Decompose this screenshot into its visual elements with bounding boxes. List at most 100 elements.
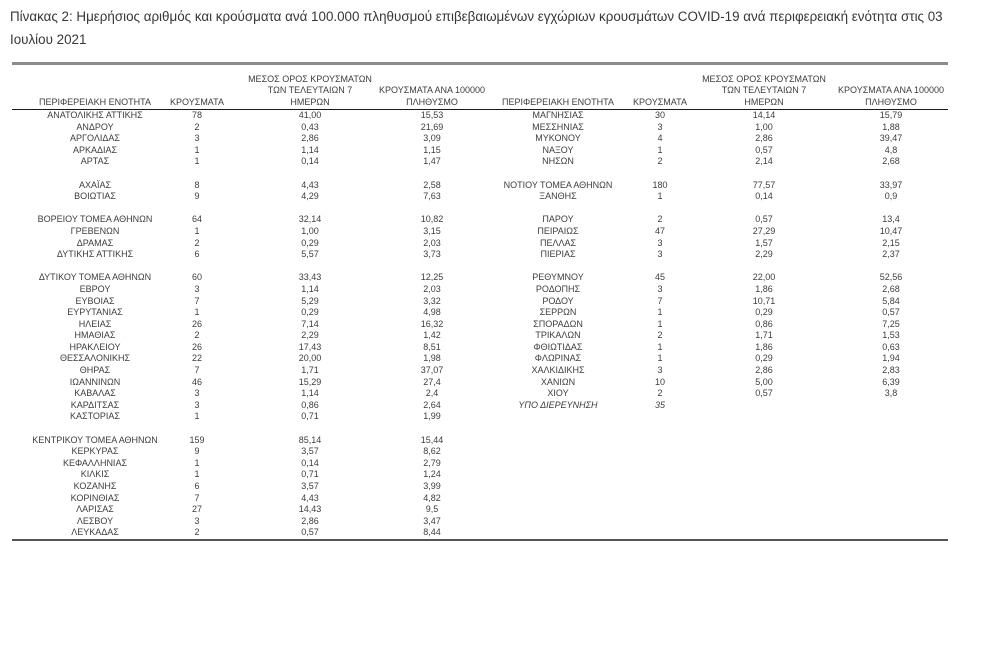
- avg7-cell: 1,71: [755, 330, 773, 341]
- cases-cell: 2: [657, 156, 663, 167]
- avg7-cell: 2,29: [755, 249, 773, 260]
- per100k-cell: 10,47: [879, 225, 903, 236]
- per100k-cell: 7,25: [882, 318, 900, 329]
- region-cell: ΒΟΡΕΙΟΥ ΤΟΜΕΑ ΑΘΗΝΩΝ: [37, 214, 153, 225]
- per100k-cell: 3,32: [423, 295, 441, 306]
- avg7-cell: 77,57: [752, 179, 776, 190]
- cases-cell: 3: [194, 133, 200, 144]
- cases-cell: 26: [191, 318, 202, 329]
- per100k-cell: 10,82: [420, 214, 444, 225]
- avg7-cell: 0,71: [301, 469, 319, 480]
- per100k-cell: 0,63: [882, 341, 900, 352]
- region-cell: ΚΕΡΚΥΡΑΣ: [71, 446, 119, 457]
- header-label: ΜΕΣΟΣ ΟΡΟΣ ΚΡΟΥΣΜΑΤΩΝ: [248, 73, 372, 84]
- cases-cell: 1: [657, 353, 663, 364]
- region-cell: ΧΑΛΚΙΔΙΚΗΣ: [531, 365, 585, 376]
- cases-cell: 6: [194, 481, 200, 491]
- cases-cell: 60: [191, 272, 202, 283]
- header-avg7-left: ΜΕΣΟΣ ΟΡΟΣ ΚΡΟΥΣΜΑΤΩΝ ΤΩΝ ΤΕΛΕΥΤΑΙΩΝ 7 Η…: [216, 74, 404, 109]
- cases-cell: 3: [657, 121, 663, 132]
- cases-cell: 3: [657, 249, 663, 260]
- cases-cell: 26: [191, 341, 202, 352]
- region-cell: ΕΒΡΟΥ: [79, 283, 111, 294]
- avg7-cell: 3,57: [301, 481, 319, 491]
- per100k-cell: 52,56: [879, 272, 903, 283]
- per100k-cell: 1,99: [423, 411, 441, 422]
- region-cell: ΑΝΑΤΟΛΙΚΗΣ ΑΤΤΙΚΗΣ: [47, 110, 143, 120]
- per100k-cell: 1,24: [423, 469, 441, 480]
- per100k-cell: 37,07: [420, 365, 444, 376]
- cases-cell: 1: [657, 341, 663, 352]
- avg7-cell: 2,86: [301, 515, 319, 526]
- avg7-cell: 15,29: [298, 376, 322, 387]
- region-cell: ΚΑΡΔΙΤΣΑΣ: [70, 399, 120, 410]
- cases-cell: 7: [194, 365, 200, 376]
- region-cell: ΡΟΔΟΠΗΣ: [535, 283, 581, 294]
- cases-cell: 4: [657, 133, 663, 144]
- cases-cell: 7: [194, 295, 200, 306]
- avg7-cell: 0,29: [301, 307, 319, 318]
- per100k-cell: 2,68: [882, 283, 900, 294]
- region-cell: ΧΙΟΥ: [547, 388, 569, 399]
- avg7-cell: 0,86: [755, 318, 773, 329]
- per100k-cell: 8,44: [423, 527, 441, 538]
- cases-cell: 1: [194, 156, 200, 167]
- region-cell: ΑΝΔΡΟΥ: [76, 121, 114, 132]
- avg7-cell: 4,43: [301, 179, 319, 190]
- region-cell: ΕΥΒΟΙΑΣ: [75, 295, 115, 306]
- region-cell: ΚΑΒΑΛΑΣ: [74, 388, 116, 399]
- cases-cell: 3: [657, 283, 663, 294]
- per100k-cell: 4,8: [884, 144, 898, 155]
- cases-cell: 64: [191, 214, 202, 225]
- header-label: ΠΕΡΙΦΕΡΕΙΑΚΗ ΕΝΟΤΗΤΑ: [38, 96, 152, 107]
- per100k-cell: 2,58: [423, 179, 441, 190]
- avg7-cell: 14,43: [298, 504, 322, 515]
- avg7-cell: 0,57: [755, 388, 773, 399]
- avg7-cell: 27,29: [752, 225, 776, 236]
- cases-cell: 2: [657, 330, 663, 341]
- per100k-cell: 12,25: [420, 272, 444, 283]
- cases-cell: 1: [657, 307, 663, 318]
- avg7-cell: 5,00: [755, 376, 773, 387]
- header-label: ΤΩΝ ΤΕΛΕΥΤΑΙΩΝ 7: [267, 85, 353, 95]
- per100k-cell: 5,84: [882, 295, 900, 306]
- region-cell: ΣΕΡΡΩΝ: [539, 307, 577, 318]
- header-cases-left: ΚΡΟΥΣΜΑΤΑ: [170, 97, 224, 109]
- header-label: ΚΡΟΥΣΜΑΤΑ ΑΝΑ 100000: [379, 85, 485, 95]
- per100k-cell: 21,69: [420, 121, 444, 132]
- cases-cell: 2: [657, 388, 663, 399]
- cases-cell: 46: [191, 376, 202, 387]
- avg7-cell: 2,14: [755, 156, 773, 167]
- avg7-cell: 41,00: [298, 110, 322, 120]
- region-cell: ΗΜΑΘΙΑΣ: [74, 330, 116, 341]
- per100k-cell: 2,15: [882, 237, 900, 248]
- avg7-cell: 1,86: [755, 341, 773, 352]
- region-cell: ΣΠΟΡΑΔΩΝ: [533, 318, 583, 329]
- per100k-cell: 33,97: [879, 179, 903, 190]
- table-body: ΑΝΑΤΟΛΙΚΗΣ ΑΤΤΙΚΗΣ 78 41,00 15,53 ΜΑΓΝΗΣΙΑΣ 3…: [12, 110, 948, 541]
- header-cases-right: ΚΡΟΥΣΜΑΤΑ: [626, 97, 694, 109]
- avg7-cell: 5,29: [301, 295, 319, 306]
- per100k-cell: 8,51: [423, 341, 441, 352]
- cases-cell: 22: [191, 353, 202, 364]
- region-cell: ΚΟΖΑΝΗΣ: [73, 481, 117, 491]
- cases-cell: 3: [194, 388, 200, 399]
- avg7-cell: 4,43: [301, 492, 319, 503]
- avg7-cell: 0,29: [755, 353, 773, 364]
- region-cell: ΔΥΤΙΚΟΥ ΤΟΜΕΑ ΑΘΗΝΩΝ: [38, 272, 152, 283]
- cases-cell: 1: [657, 318, 663, 329]
- per100k-cell: 16,32: [420, 318, 444, 329]
- header-avg7-right: ΜΕΣΟΣ ΟΡΟΣ ΚΡΟΥΣΜΑΤΩΝ ΤΩΝ ΤΕΛΕΥΤΑΙΩΝ 7 Η…: [694, 74, 834, 109]
- cases-cell: 1: [194, 457, 200, 468]
- cases-cell: 7: [657, 295, 663, 306]
- cases-cell: 8: [194, 179, 200, 190]
- cases-cell: 2: [194, 121, 200, 132]
- per100k-cell: 3,15: [423, 225, 441, 236]
- region-cell: ΓΡΕΒΕΝΩΝ: [70, 225, 120, 236]
- header-label: ΠΕΡΙΦΕΡΕΙΑΚΗ ΕΝΟΤΗΤΑ: [501, 96, 615, 107]
- cases-cell: 3: [194, 515, 200, 526]
- cases-cell: 7: [194, 492, 200, 503]
- per100k-cell: 3,8: [884, 388, 898, 399]
- avg7-cell: 3,57: [301, 446, 319, 457]
- per100k-cell: 2,83: [882, 365, 900, 376]
